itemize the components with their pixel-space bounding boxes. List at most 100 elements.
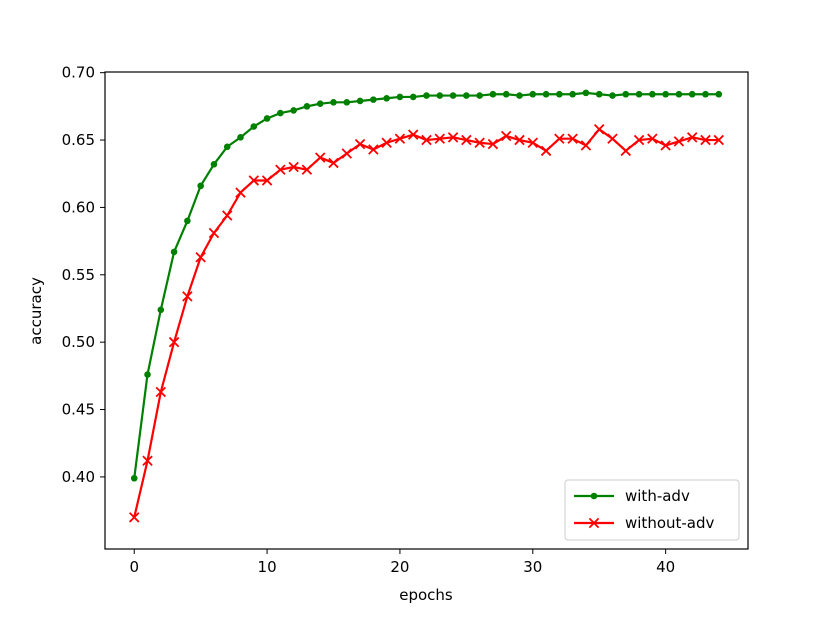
data-point-with-adv: [237, 134, 244, 141]
data-point-with-adv: [569, 90, 576, 98]
data-point-without-adv: [221, 210, 233, 221]
data-point-without-adv: [182, 291, 193, 302]
x-tick-label: 30: [523, 558, 542, 576]
data-point-with-adv: [290, 107, 297, 114]
data-point-with-adv: [622, 90, 630, 98]
y-tick-label: 0.45: [62, 401, 95, 419]
data-point-without-adv: [527, 137, 539, 148]
legend: with-adv without-adv: [564, 479, 740, 541]
x-tick-label: 0: [129, 558, 139, 576]
data-point-without-adv: [394, 133, 406, 144]
data-point-with-adv: [184, 217, 191, 225]
data-point-without-adv: [128, 512, 140, 523]
data-point-without-adv: [314, 152, 326, 163]
y-tick-label: 0.70: [62, 64, 95, 82]
data-point-with-adv: [250, 123, 258, 130]
y-tick-label: 0.55: [62, 266, 95, 284]
data-point-with-adv: [303, 103, 311, 110]
data-point-without-adv: [686, 132, 698, 143]
legend-label: without-adv: [625, 514, 715, 532]
data-point-with-adv: [675, 90, 683, 98]
data-point-with-adv: [516, 92, 523, 99]
y-tick-label: 0.40: [62, 468, 95, 486]
data-point-without-adv: [301, 164, 313, 175]
data-point-without-adv: [155, 386, 167, 398]
data-point-with-adv: [582, 89, 590, 97]
x-tick-label: 20: [390, 558, 409, 576]
data-point-with-adv: [197, 182, 204, 190]
plot-frame: [104, 71, 749, 550]
data-point-with-adv: [223, 143, 231, 151]
data-point-without-adv: [580, 140, 592, 151]
data-point-with-adv: [277, 109, 284, 117]
data-point-without-adv: [328, 157, 339, 169]
data-point-with-adv: [423, 92, 430, 99]
legend-entry-without-adv: without-adv: [574, 514, 715, 532]
data-point-with-adv: [542, 90, 550, 98]
data-point-without-adv: [593, 124, 605, 135]
data-point-with-adv: [449, 92, 457, 99]
data-point-with-adv: [702, 90, 709, 98]
data-point-with-adv: [489, 90, 497, 98]
data-point-with-adv: [662, 90, 669, 98]
data-point-without-adv: [500, 130, 512, 142]
y-tick-label: 0.65: [62, 131, 95, 149]
data-point-with-adv: [595, 90, 603, 98]
data-point-without-adv: [341, 148, 353, 159]
data-point-with-adv: [330, 99, 337, 106]
data-point-without-adv: [447, 132, 459, 143]
data-point-with-adv: [463, 92, 470, 99]
data-point-without-adv: [208, 227, 220, 239]
data-point-without-adv: [540, 145, 552, 157]
data-point-with-adv: [635, 90, 643, 98]
data-point-with-adv: [688, 90, 696, 98]
data-point-without-adv: [487, 138, 499, 150]
x-tick-label: 10: [258, 558, 277, 576]
data-point-with-adv: [409, 93, 417, 101]
data-point-with-adv: [316, 100, 324, 107]
data-point-without-adv: [554, 133, 565, 144]
data-point-with-adv: [263, 115, 271, 122]
data-point-with-adv: [396, 93, 404, 101]
series-layer: [128, 89, 725, 523]
data-point-with-adv: [383, 94, 390, 102]
data-point-without-adv: [275, 164, 286, 175]
data-point-without-adv: [261, 175, 273, 186]
legend-marker: [588, 517, 600, 529]
data-point-with-adv: [356, 97, 364, 105]
data-point-without-adv: [620, 145, 632, 157]
data-point-without-adv: [142, 455, 153, 466]
data-point-without-adv: [633, 134, 645, 146]
data-point-without-adv: [235, 187, 246, 198]
data-point-with-adv: [529, 90, 537, 98]
x-tick-label: 40: [656, 558, 675, 576]
data-point-without-adv: [607, 133, 618, 144]
legend-label: with-adv: [625, 487, 690, 505]
data-point-with-adv: [210, 161, 218, 168]
data-point-with-adv: [476, 92, 483, 99]
data-point-with-adv: [502, 90, 510, 98]
axes-layer: 0 10 20 30 40 0.40 0.45 0.50 0.55 0.60 0.65 0.70: [62, 64, 749, 576]
data-point-without-adv: [660, 140, 671, 151]
data-point-without-adv: [421, 134, 432, 146]
data-point-without-adv: [368, 144, 379, 155]
data-point-without-adv: [195, 252, 206, 263]
series-without-adv: [128, 124, 725, 523]
data-point-without-adv: [474, 137, 485, 148]
data-point-with-adv: [144, 371, 151, 378]
data-point-with-adv: [649, 90, 656, 98]
data-point-without-adv: [434, 133, 446, 144]
data-point-without-adv: [381, 137, 392, 148]
data-point-without-adv: [407, 129, 419, 140]
data-point-with-adv: [170, 248, 178, 256]
legend-marker: [590, 492, 598, 500]
data-point-without-adv: [168, 336, 180, 348]
data-point-with-adv: [436, 92, 444, 99]
data-point-without-adv: [514, 134, 525, 146]
data-point-with-adv: [609, 92, 616, 99]
data-point-without-adv: [713, 134, 725, 146]
data-point-with-adv: [370, 96, 377, 103]
data-point-without-adv: [354, 138, 366, 150]
data-point-with-adv: [715, 90, 723, 98]
data-point-without-adv: [248, 175, 260, 186]
